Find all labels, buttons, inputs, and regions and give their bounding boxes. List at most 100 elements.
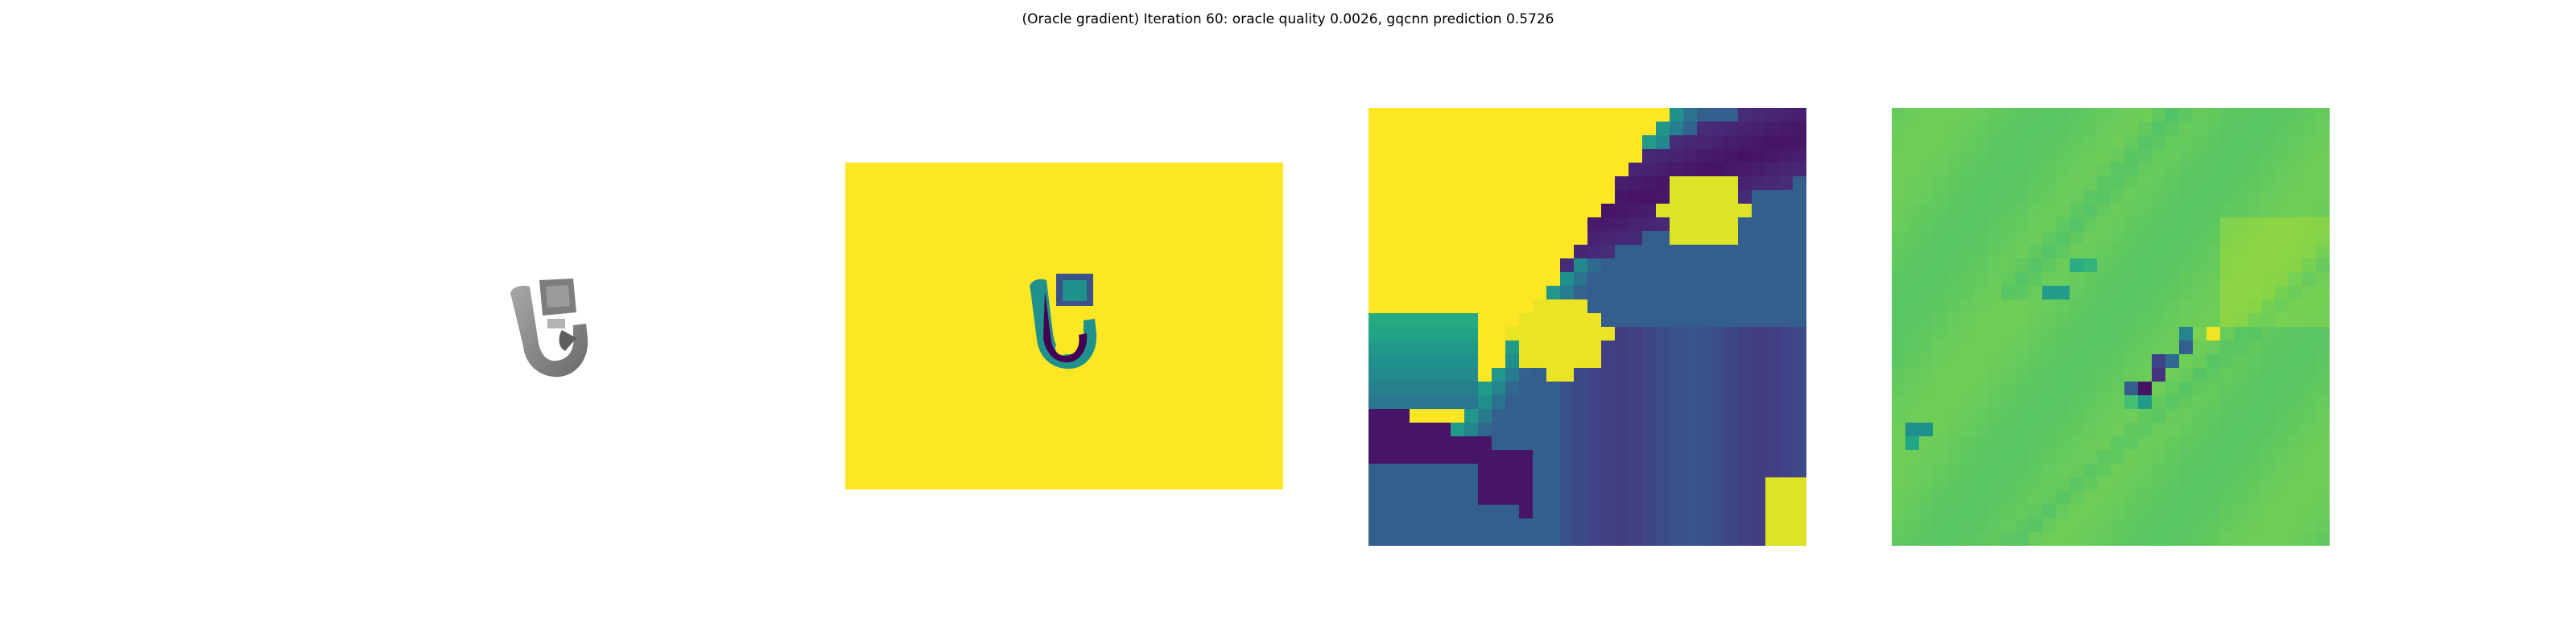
depth-crop-cell [1629, 149, 1643, 163]
oracle-gradient-cell [2056, 382, 2070, 396]
rendered-object-panel [346, 97, 797, 547]
depth-crop-cell [1615, 163, 1629, 177]
depth-crop-cell [1546, 423, 1561, 437]
depth-crop-cell [1793, 217, 1806, 232]
depth-crop-cell [1738, 450, 1752, 464]
depth-crop-cell [1410, 149, 1424, 163]
oracle-gradient-cell [2097, 299, 2112, 314]
oracle-gradient-cell [2124, 245, 2139, 259]
depth-crop-cell [1711, 149, 1725, 163]
oracle-gradient-cell [2193, 409, 2207, 423]
depth-crop-cell [1587, 135, 1602, 150]
depth-crop-cell [1629, 176, 1643, 191]
oracle-gradient-cell [1892, 409, 1906, 423]
oracle-gradient-cell [2056, 190, 2070, 204]
oracle-gradient-cell [2165, 354, 2180, 369]
oracle-gradient-cell [1946, 272, 1961, 287]
depth-crop-cell [1587, 423, 1602, 437]
depth-crop-cell [1629, 532, 1643, 546]
oracle-gradient-cell [2111, 395, 2125, 410]
oracle-gradient-cell [1933, 217, 1947, 232]
depth-crop-cell [1519, 108, 1534, 122]
depth-crop-cell [1464, 505, 1479, 519]
depth-crop-cell [1587, 204, 1602, 218]
depth-crop-cell [1492, 436, 1506, 451]
oracle-gradient-cell [2261, 327, 2276, 341]
oracle-gradient-cell [2275, 477, 2289, 492]
oracle-gradient-cell [2165, 382, 2180, 396]
oracle-gradient-cell [2138, 505, 2153, 519]
oracle-gradient-cell [1974, 464, 1988, 478]
depth-crop-cell [1560, 382, 1575, 396]
depth-crop-cell [1670, 176, 1684, 191]
oracle-gradient-cell [2138, 450, 2153, 464]
depth-crop-cell [1642, 258, 1657, 273]
oracle-gradient-cell [2070, 286, 2084, 300]
oracle-gradient-cell [1905, 190, 1920, 204]
depth-crop-cell [1382, 272, 1397, 287]
depth-crop-cell [1752, 217, 1766, 232]
oracle-gradient-cell [2234, 518, 2248, 533]
depth-crop-cell [1505, 204, 1520, 218]
depth-crop-cell [1683, 436, 1698, 451]
oracle-gradient-cell [2302, 477, 2317, 492]
depth-crop-cell [1423, 518, 1438, 533]
oracle-gradient-cell [1892, 532, 1906, 546]
oracle-gradient-cell [2083, 190, 2098, 204]
oracle-gradient-cell [2275, 204, 2289, 218]
depth-crop-cell [1765, 149, 1780, 163]
depth-crop-cell [1587, 382, 1602, 396]
depth-crop-cell [1574, 176, 1588, 191]
depth-crop-cell [1423, 217, 1438, 232]
oracle-gradient-cell [2097, 450, 2112, 464]
depth-crop-cell [1368, 190, 1383, 204]
depth-crop-cell [1711, 190, 1725, 204]
depth-crop-cell [1724, 436, 1739, 451]
oracle-gradient-cell [1946, 313, 1961, 328]
oracle-gradient-cell [2097, 122, 2112, 136]
depth-crop-cell [1670, 450, 1684, 464]
oracle-gradient-cell [2220, 532, 2235, 546]
oracle-gradient-cell [2083, 313, 2098, 328]
depth-crop-cell [1423, 505, 1438, 519]
depth-crop-cell [1505, 477, 1520, 492]
oracle-gradient-cell [2056, 368, 2070, 382]
oracle-gradient-cell [2234, 436, 2248, 451]
oracle-gradient-cell [1933, 409, 1947, 423]
depth-crop-cell [1697, 176, 1711, 191]
oracle-gradient-cell [2042, 464, 2057, 478]
depth-crop-cell [1697, 217, 1711, 232]
depth-crop-cell [1683, 258, 1698, 273]
depth-crop-cell [1410, 313, 1424, 328]
depth-crop-cell [1765, 327, 1780, 341]
oracle-gradient-cell [1974, 258, 1988, 273]
depth-crop-cell [1492, 464, 1506, 478]
depth-crop-cell [1738, 327, 1752, 341]
depth-crop-cell [1629, 313, 1643, 328]
depth-crop-cell [1368, 258, 1383, 273]
oracle-gradient-cell [2070, 532, 2084, 546]
depth-crop-cell [1779, 217, 1794, 232]
oracle-gradient-cell [2220, 464, 2235, 478]
oracle-gradient-cell [2193, 286, 2207, 300]
depth-crop-cell [1382, 327, 1397, 341]
oracle-gradient-cell [2302, 436, 2317, 451]
oracle-gradient-cell [1892, 491, 1906, 506]
oracle-gradient-cell [1905, 286, 1920, 300]
depth-crop-cell [1670, 341, 1684, 355]
oracle-gradient-cell [1919, 505, 1934, 519]
oracle-gradient-cell [1905, 327, 1920, 341]
oracle-gradient-cell [2248, 477, 2262, 492]
oracle-gradient-cell [2056, 423, 2070, 437]
depth-crop-cell [1697, 190, 1711, 204]
depth-crop-cell [1382, 108, 1397, 122]
oracle-gradient-cell [2138, 231, 2153, 246]
depth-crop-cell [1574, 354, 1588, 369]
depth-crop-cell [1519, 286, 1534, 300]
depth-crop-cell [1587, 231, 1602, 246]
depth-crop-cell [1779, 313, 1794, 328]
depth-crop-cell [1601, 258, 1616, 273]
oracle-gradient-cell [2138, 518, 2153, 533]
oracle-gradient-cell [2220, 354, 2235, 369]
depth-crop-cell [1615, 122, 1629, 136]
